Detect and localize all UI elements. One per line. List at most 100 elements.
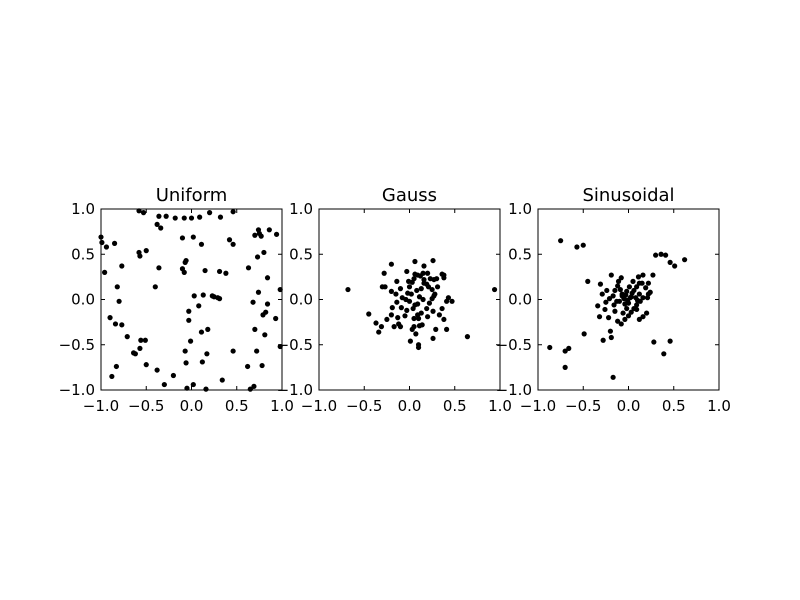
data-point — [247, 386, 253, 392]
data-point — [415, 315, 422, 322]
data-point — [143, 248, 149, 254]
data-point — [345, 286, 351, 293]
data-point — [434, 284, 441, 290]
y-tick-label: −0.5 — [496, 336, 532, 354]
data-point — [406, 284, 413, 290]
data-points — [345, 257, 498, 351]
x-tick-label: 1.0 — [488, 397, 512, 415]
data-point — [628, 294, 634, 300]
data-point — [223, 270, 229, 276]
data-point — [186, 308, 192, 314]
data-point — [425, 270, 431, 276]
data-point — [381, 270, 387, 276]
data-point — [608, 334, 614, 341]
data-point — [630, 278, 636, 284]
data-point — [416, 294, 423, 300]
data-point — [622, 316, 628, 323]
data-point — [161, 381, 167, 388]
data-point — [111, 240, 118, 246]
panel-title: Uniform — [156, 185, 228, 206]
data-point — [643, 285, 649, 291]
data-point — [190, 381, 196, 388]
data-point — [413, 331, 419, 337]
data-point — [376, 329, 382, 335]
data-point — [389, 305, 395, 311]
x-tick-label: −1.0 — [520, 397, 556, 415]
data-point — [152, 284, 158, 290]
data-point — [644, 295, 651, 301]
data-point — [186, 317, 192, 323]
data-point — [404, 307, 410, 313]
data-point — [607, 328, 614, 334]
data-point — [99, 239, 105, 246]
y-tick-label: −1.0 — [277, 381, 313, 399]
x-tick-label: 1.0 — [270, 397, 294, 415]
data-point — [154, 367, 160, 373]
data-points — [547, 238, 688, 380]
data-point — [625, 297, 631, 303]
data-point — [191, 293, 197, 299]
data-point — [366, 311, 372, 317]
y-tick-label: 0.5 — [71, 245, 95, 263]
data-point — [415, 342, 422, 348]
data-point — [581, 331, 587, 337]
y-tick-label: 1.0 — [508, 200, 532, 218]
data-point — [634, 284, 640, 290]
data-point — [382, 284, 388, 290]
data-point — [615, 318, 621, 324]
data-point — [618, 321, 624, 327]
data-point — [207, 210, 213, 216]
data-point — [198, 329, 205, 335]
data-point — [430, 335, 436, 342]
y-tick-label: 0.0 — [508, 291, 532, 309]
data-point — [182, 348, 188, 354]
data-point — [196, 303, 202, 309]
y-tick-label: −0.5 — [59, 336, 95, 354]
data-point — [682, 257, 688, 263]
data-point — [634, 302, 640, 308]
x-tick-label: 0.5 — [443, 397, 467, 415]
data-point — [109, 373, 115, 380]
data-point — [107, 315, 113, 321]
data-point — [188, 215, 195, 221]
x-tick-label: −1.0 — [301, 397, 337, 415]
data-point — [119, 322, 125, 328]
data-point — [130, 350, 137, 356]
data-point — [650, 272, 656, 278]
data-point — [558, 238, 564, 244]
data-point — [138, 337, 144, 343]
data-point — [394, 299, 400, 305]
data-point — [635, 274, 642, 280]
data-point — [597, 281, 604, 287]
x-tick-label: 1.0 — [707, 397, 731, 415]
data-point — [156, 213, 162, 219]
data-point — [203, 386, 209, 392]
y-tick-label: 0.5 — [508, 245, 532, 263]
data-point — [444, 326, 450, 332]
data-point — [116, 298, 122, 304]
data-point — [407, 338, 413, 344]
data-point — [263, 309, 269, 315]
data-point — [606, 296, 613, 302]
data-point — [102, 269, 108, 275]
data-point — [574, 244, 580, 250]
data-point — [411, 276, 417, 282]
panel-title: Sinusoidal — [582, 185, 674, 206]
data-point — [404, 268, 410, 275]
data-point — [430, 308, 436, 314]
data-point — [585, 278, 591, 284]
data-point — [409, 326, 415, 332]
data-point — [663, 252, 669, 258]
data-point — [205, 326, 211, 332]
x-tick-label: −0.5 — [565, 397, 601, 415]
data-point — [273, 231, 280, 237]
data-point — [397, 324, 404, 330]
data-point — [394, 278, 400, 284]
data-point — [183, 360, 189, 366]
data-point — [449, 298, 455, 304]
data-point — [610, 374, 616, 380]
data-point — [219, 377, 225, 383]
data-point — [261, 249, 267, 256]
data-point — [412, 258, 418, 265]
